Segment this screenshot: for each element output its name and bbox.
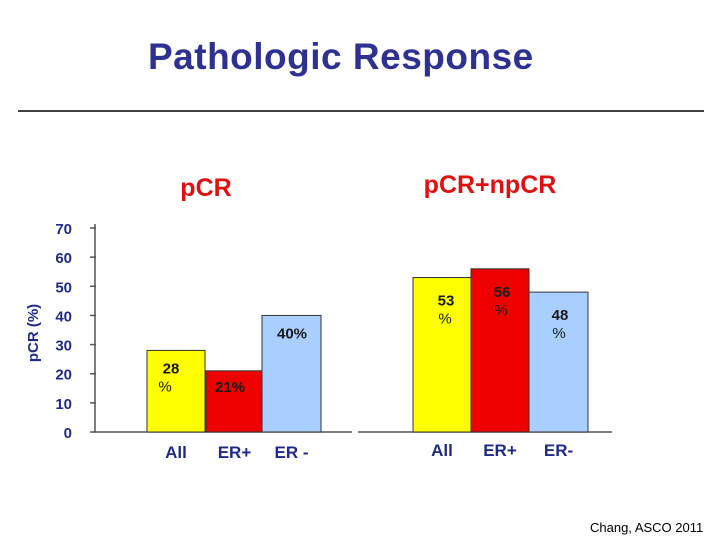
bar-value-unit: %: [438, 311, 451, 328]
bar-value-unit: %: [158, 378, 171, 395]
group-label-1: pCR: [180, 174, 231, 202]
page-title: Pathologic Response: [148, 36, 534, 77]
bar-2-1: [412, 277, 472, 433]
title-divider: [18, 110, 704, 112]
bar-2-3: [528, 291, 589, 433]
y-tick-label: 0: [64, 425, 72, 442]
y-tick-label: 60: [55, 250, 72, 267]
bar-value-label: 28: [163, 360, 180, 377]
x-category-label: All: [431, 441, 453, 460]
y-tick-label: 20: [55, 367, 72, 384]
bar-value-unit: %: [552, 325, 565, 342]
x-category-label: All: [165, 443, 187, 462]
y-tick-label: 30: [55, 338, 72, 355]
bar-1-1: [146, 349, 206, 433]
x-category-label: ER+: [483, 441, 517, 460]
y-tick-label: 40: [55, 308, 72, 325]
group-label-2: pCR+npCR: [424, 171, 557, 199]
y-axis-label: pCR (%): [25, 304, 42, 362]
bar-value-unit: %: [494, 302, 507, 319]
bar-value-label: 56: [494, 284, 511, 301]
bar-2-2: [470, 268, 530, 433]
x-category-label: ER-: [544, 441, 573, 460]
bar-1-2: [205, 370, 264, 433]
bar-value-label: 53: [438, 293, 455, 310]
y-tick-label: 70: [55, 221, 72, 238]
y-tick-label: 10: [55, 396, 72, 413]
bar-value-label: 21%: [215, 379, 245, 396]
bar-1-3: [261, 314, 322, 433]
bar-value-label: 40%: [277, 325, 307, 342]
bar-value-label: 48: [552, 307, 569, 324]
x-category-label: ER+: [218, 443, 252, 462]
y-tick-label: 50: [55, 279, 72, 296]
citation-credit: Chang, ASCO 2011: [590, 520, 704, 535]
x-category-label: ER -: [275, 443, 309, 462]
